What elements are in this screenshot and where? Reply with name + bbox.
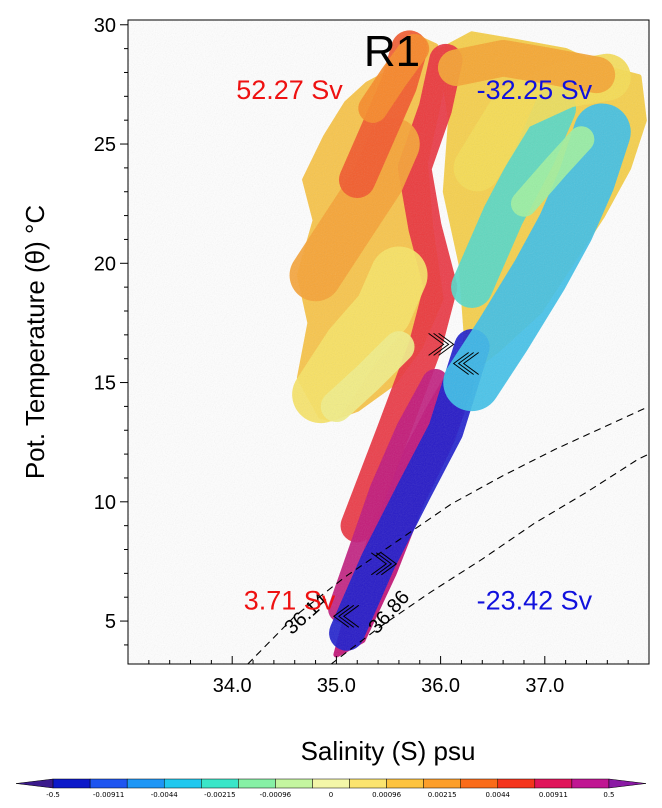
transport-direction-marker [342, 604, 360, 628]
colorbar-swatch [312, 778, 350, 789]
colorbar-label: 0.00911 [539, 791, 568, 799]
y-tick-label: 20 [94, 253, 116, 275]
transport-direction-marker [370, 552, 388, 576]
pixel-grain-texture [128, 20, 649, 664]
x-axis: 34.0 35.0 36.0 37.0 [148, 656, 629, 697]
colorbar-swatch [571, 778, 610, 789]
transport-direction-marker [457, 352, 474, 375]
colorbar: -0.5 -0.00911 -0.0044 -0.00215 -0.00096 0 0.00… [15, 778, 647, 799]
colorbar-label: 0.5 [603, 791, 614, 799]
y-tick-label: 10 [94, 492, 116, 514]
colorbar-swatch [163, 778, 202, 789]
x-axis-title: Salinity (S) psu [301, 736, 476, 766]
plot-frame [127, 19, 650, 665]
transport-markers [332, 332, 479, 628]
isopycnal-lines [247, 405, 649, 664]
transport-label: 3.71 Sv [244, 586, 336, 616]
transport-label: -32.25 Sv [477, 75, 593, 105]
colorbar-label: -0.5 [46, 791, 60, 799]
colorbar-swatch [349, 778, 387, 789]
y-tick-label: 25 [94, 134, 116, 156]
transport-direction-marker [433, 332, 450, 356]
colorbar-label: -0.00096 [260, 791, 292, 799]
transport-direction-marker [438, 332, 455, 356]
y-tick-label: 15 [94, 373, 116, 395]
colorbar-swatch [275, 778, 313, 789]
transport-direction-marker [462, 352, 479, 375]
y-axis: 5 10 15 20 25 30 [94, 15, 128, 646]
volume-density-field [128, 20, 649, 664]
isopycnal-line [247, 405, 649, 664]
transport-direction-marker [375, 552, 393, 576]
y-axis-title: Pot. Temperature (θ) °C [20, 205, 50, 479]
colorbar-label: 0.00215 [428, 791, 457, 799]
colorbar-swatch [15, 778, 54, 789]
colorbar-label: -0.00215 [204, 791, 235, 799]
colorbar-swatch [497, 778, 536, 789]
colorbar-swatch [460, 778, 499, 789]
transport-direction-marker [380, 552, 398, 576]
colorbar-swatch [89, 778, 128, 789]
y-tick-label: 5 [105, 611, 116, 633]
x-tick-label: 34.0 [213, 675, 252, 697]
x-tick-label: 35.0 [317, 675, 356, 697]
colorbar-swatch [534, 778, 573, 789]
x-tick-label: 37.0 [525, 675, 564, 697]
transport-labels: 52.27 Sv -32.25 Sv 3.71 Sv -23.42 Sv [236, 75, 592, 615]
panel-title: R1 [364, 27, 420, 76]
y-tick-label: 30 [94, 15, 116, 37]
colorbar-swatch [201, 778, 239, 789]
transport-direction-marker [337, 604, 355, 628]
plot-area [128, 20, 649, 664]
colorbar-label: -0.0044 [151, 791, 179, 799]
transport-direction-marker [452, 352, 469, 375]
colorbar-swatch [423, 778, 461, 789]
transport-direction-marker [332, 604, 350, 628]
colorbar-swatch [52, 778, 91, 789]
x-tick-label: 36.0 [421, 675, 460, 697]
colorbar-swatch [238, 778, 276, 789]
colorbar-label: 0.0044 [486, 791, 511, 799]
colorbar-swatch [386, 778, 424, 789]
colorbar-swatch [608, 778, 647, 789]
colorbar-label: -0.00911 [93, 791, 124, 799]
transport-direction-marker [428, 332, 445, 356]
colorbar-swatch [126, 778, 165, 789]
colorbar-label: 0 [329, 791, 333, 799]
transport-label: -23.42 Sv [477, 586, 593, 616]
colorbar-label: 0.00096 [372, 791, 401, 799]
transport-label: 52.27 Sv [236, 75, 343, 105]
